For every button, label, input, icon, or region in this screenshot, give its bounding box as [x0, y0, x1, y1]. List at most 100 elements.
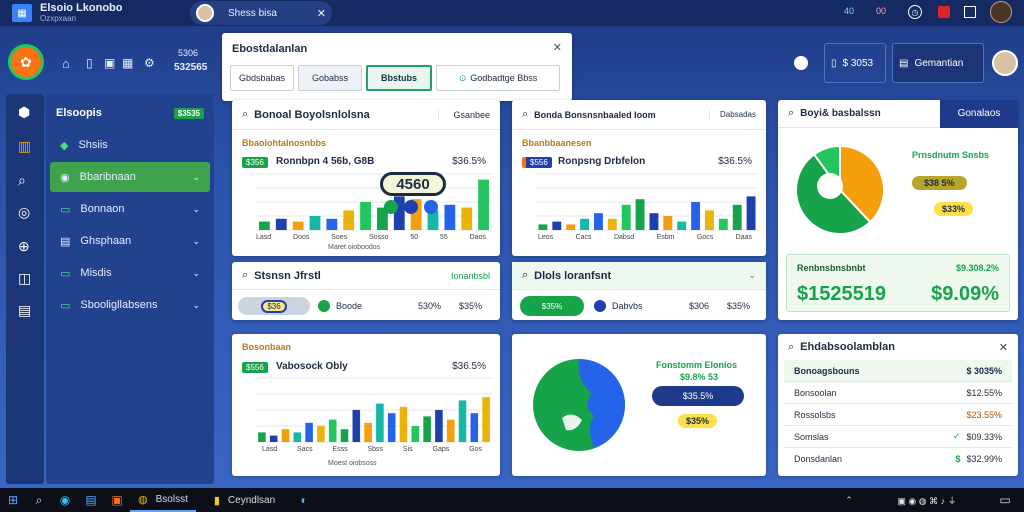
sidebar-item-bbaribnaan[interactable]: ◉ Bbaribnaan ⌄ [50, 162, 210, 192]
calendar-icon[interactable]: ▤ [18, 302, 32, 318]
table-title: Ehdabsoolamblan [800, 341, 895, 353]
taskbar-app-1[interactable]: ◍ Bsolsst [130, 488, 196, 512]
tray-icons[interactable]: ▣ ◉ ◍ ⌘ ♪ ⏚ [897, 495, 957, 506]
overview-action[interactable]: Gsanbee [438, 109, 490, 120]
overview-search-label: Bonoal Boyolsnlolsna [254, 108, 370, 121]
overview-xlabel: Maret oioboodos [328, 244, 381, 251]
right-stat-box[interactable]: ▯ $ 3053 [824, 43, 886, 83]
tick-label: Sbss [367, 446, 384, 453]
close-icon[interactable]: ✕ [552, 42, 562, 54]
sidebar-item-label: Bbaribnaan [79, 171, 136, 183]
edge-icon[interactable]: ◐ [300, 493, 308, 507]
tab-gobabss[interactable]: Gobabss [298, 65, 362, 91]
chevron-down-icon: ⌄ [192, 267, 200, 278]
right-action-button[interactable]: ▤ Gemantian [892, 43, 984, 83]
table-row[interactable]: Bonoagsbouns $ 3035% [784, 360, 1012, 382]
theme-icon[interactable] [794, 56, 808, 70]
geo-globe [533, 359, 625, 451]
chart-bar [677, 221, 687, 230]
table-row[interactable]: Donsdanlan $ $32.99% [784, 448, 1012, 470]
sidebar-header-label: Elsoopis [56, 107, 102, 119]
lock-icon[interactable]: ⊕ [18, 238, 30, 254]
legend-dot-blue [594, 300, 606, 312]
header-stat-value: 532565 [174, 62, 208, 73]
folder-icon[interactable]: ▯ [86, 56, 93, 70]
totals-box: Renbnsbnsbnbt $1525519 $9.308.2% $9.09% [786, 254, 1010, 312]
comparison-ticks: Lasd Sacs Esss Sbss Sis Gaps Gos [262, 446, 482, 453]
chart-bar [566, 224, 576, 230]
table-row[interactable]: Bonsoolan $12.55% [784, 382, 1012, 404]
sidebar-item-misdis[interactable]: ▭ Misdis ⌄ [50, 258, 210, 288]
clock-icon[interactable]: ◷ [908, 5, 922, 19]
search-icon[interactable]: ⌕ [18, 172, 26, 188]
geo-legend-title: Fonstomm Elonios [656, 360, 737, 370]
detail-chip[interactable]: $35% [520, 296, 584, 316]
donut-button[interactable]: Gonalaos [940, 99, 1018, 128]
table-row[interactable]: Rossolsbs $23.55% [784, 404, 1012, 426]
sidebar-item-sbooligllabsens[interactable]: ▭ Sbooligllabsens ⌄ [50, 290, 210, 320]
chart-icon[interactable]: ▥ [18, 138, 32, 154]
sidebar-item-ghsphaan[interactable]: ▤ Ghsphaan ⌄ [50, 226, 210, 256]
chart-bar [269, 435, 278, 442]
overlay-dot-blue2 [424, 200, 438, 214]
status-action[interactable]: Ionanbsbl [450, 270, 490, 281]
list-icon: ▤ [60, 235, 71, 248]
profile-avatar[interactable] [990, 1, 1012, 23]
close-icon[interactable]: ✕ [316, 7, 326, 20]
donut-pill-2: $33% [934, 202, 974, 216]
taskbar-app-2[interactable]: ▮ Ceyndlsan [206, 488, 283, 512]
home-icon[interactable]: ⌂ [62, 56, 70, 71]
chart-bar [258, 432, 266, 442]
monitor-icon: ▭ [60, 203, 71, 216]
tab-godbadtge[interactable]: ⊙ Godbadtge Bbss [436, 65, 560, 91]
close-icon[interactable]: ✕ [998, 341, 1008, 354]
folder-icon[interactable]: ▤ [85, 493, 97, 507]
sidebar-item-bonnaon[interactable]: ▭ Bonnaon ⌄ [50, 194, 210, 224]
search-icon: ⌕ [242, 108, 249, 120]
table-row[interactable]: Somslas ✓ $09.33% [784, 426, 1012, 448]
app-subtitle: Ozxpxaan [40, 14, 77, 23]
tab-gbdsbabas[interactable]: Gbdsbabas [230, 65, 294, 91]
status-search-label: Stsnsn Jfrstl [254, 269, 321, 282]
breakdown-ticks: Leos Cacs Dabsd Esbm Gocs Daas [538, 234, 752, 241]
chart-bar [340, 429, 349, 442]
settings-icon[interactable]: ⚙ [144, 56, 155, 70]
window-icon[interactable] [964, 6, 976, 18]
chevron-up-icon[interactable]: ⌃ [845, 494, 853, 505]
search-icon[interactable]: ⌕ [35, 492, 43, 507]
comparison-chart [256, 377, 492, 443]
clipboard-icon[interactable]: ▣ [104, 56, 116, 70]
geo-legend-sub: $9.8% 53 [680, 372, 719, 382]
chevron-down-icon[interactable]: ⌄ [748, 270, 756, 280]
donut-chart [795, 144, 885, 235]
user-tab[interactable]: Shess bisa ✕ [190, 1, 332, 25]
status-header: ⌕ Stsnsn Jfrstl Ionanbsbl [232, 262, 500, 290]
tray-badge-2[interactable]: 00 [876, 6, 887, 16]
notifications-icon[interactable]: ▭ [999, 493, 1011, 507]
geo-card: Fonstomm Elonios $9.8% 53 $35.5% $35% [512, 334, 766, 476]
breakdown-search-label: Bonda Bonsnsnbaaled Ioom [534, 109, 656, 120]
book-icon[interactable]: ◫ [18, 270, 32, 286]
photo-icon[interactable]: ▣ [111, 493, 123, 507]
globe-icon[interactable]: ◎ [18, 204, 31, 220]
browser-icon[interactable]: ◉ [59, 493, 71, 507]
status-slider[interactable]: $36 [238, 297, 310, 315]
start-icon[interactable]: ⊞ [7, 493, 19, 507]
sidebar-item-shsiis[interactable]: ◆ Shsiis [50, 130, 210, 160]
sidebar-header[interactable]: Elsoopis $3535 [46, 98, 214, 128]
chart-bar [635, 199, 645, 230]
grid-icon[interactable]: ▦ [122, 56, 134, 70]
tick-label: Daos [469, 234, 486, 241]
taskbar-app-1-label: Bsolsst [155, 493, 188, 505]
brand-badge-icon[interactable]: ✿ [8, 44, 44, 80]
tab-bbstubs[interactable]: Bbstubs [366, 65, 432, 91]
tray-badge-1[interactable]: 40 [844, 6, 855, 16]
cube-icon[interactable]: ⬢ [18, 104, 31, 120]
right-avatar[interactable] [992, 50, 1018, 76]
chart-bar [387, 413, 396, 442]
taskbar-app-2-label: Ceyndlsan [227, 494, 276, 506]
breakdown-subtitle: Bbanbbaanesen [522, 138, 592, 148]
chart-bar [352, 410, 361, 442]
breakdown-action[interactable]: Dabsadas [708, 110, 756, 119]
record-icon[interactable] [938, 6, 950, 18]
